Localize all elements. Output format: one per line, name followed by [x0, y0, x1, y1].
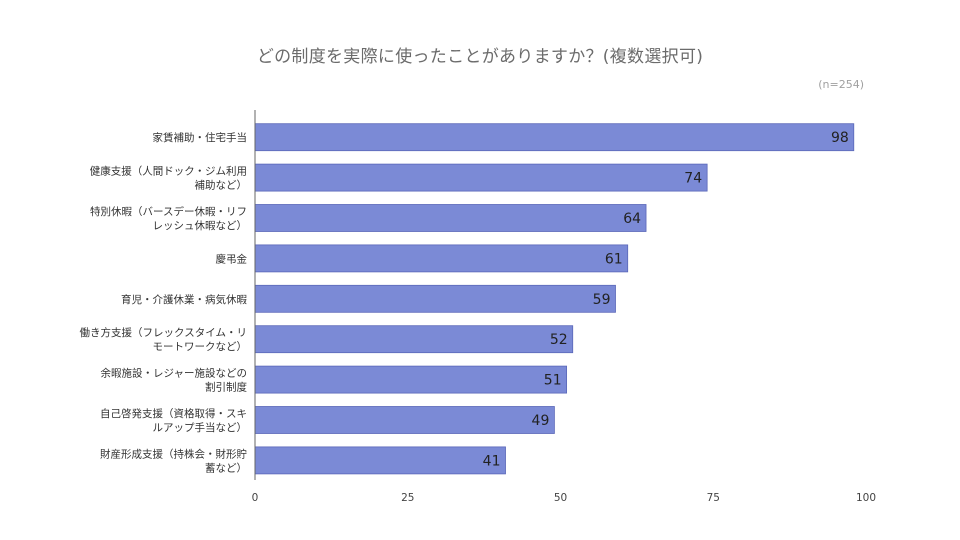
category-label-4: 育児・介護休業・病気休暇 [121, 293, 247, 306]
bar-0 [254, 123, 855, 152]
sample-size-note: (n=254) [818, 78, 864, 91]
x-tick-label-4: 100 [856, 492, 876, 504]
bar-2 [254, 204, 647, 232]
bar-4 [254, 284, 616, 313]
bar-8 [254, 446, 506, 475]
x-tick-label-3: 75 [707, 492, 720, 504]
category-label-6: 余暇施設・レジャー施設などの割引制度 [101, 367, 248, 394]
bar-6 [254, 365, 568, 394]
value-label-3: 61 [605, 251, 623, 267]
bar-5 [254, 325, 574, 354]
category-label-8: 財産形成支援（持株会・財形貯蓄など） [100, 447, 247, 474]
x-tick-label-0: 0 [252, 492, 259, 504]
category-label-5: 働き方支援（フレックスタイム・リモートワークなど） [80, 326, 247, 353]
value-label-7: 49 [532, 413, 550, 429]
value-label-4: 59 [593, 292, 611, 308]
bar-3 [254, 244, 629, 273]
bar-1 [254, 163, 708, 192]
value-label-1: 74 [684, 171, 702, 187]
category-label-3: 慶弔金 [216, 252, 248, 265]
value-label-6: 51 [544, 373, 562, 389]
value-label-2: 64 [623, 211, 641, 227]
x-tick-label-1: 25 [401, 492, 414, 504]
x-tick-label-2: 50 [554, 492, 567, 504]
value-label-8: 41 [483, 453, 501, 469]
category-label-2: 特別休暇（バースデー休暇・リフレッシュ休暇など） [90, 205, 247, 232]
category-label-1: 健康支援（人間ドック・ジム利用補助など） [90, 165, 247, 192]
chart-title: どの制度を実際に使ったことがありますか？(複数選択可) [256, 47, 704, 67]
value-label-5: 52 [550, 332, 568, 348]
category-label-7: 自己啓発支援（資格取得・スキルアップ手当など） [100, 407, 247, 434]
value-label-0: 98 [831, 130, 849, 146]
bar-7 [254, 406, 555, 434]
category-label-0: 家賃補助・住宅手当 [153, 131, 248, 144]
